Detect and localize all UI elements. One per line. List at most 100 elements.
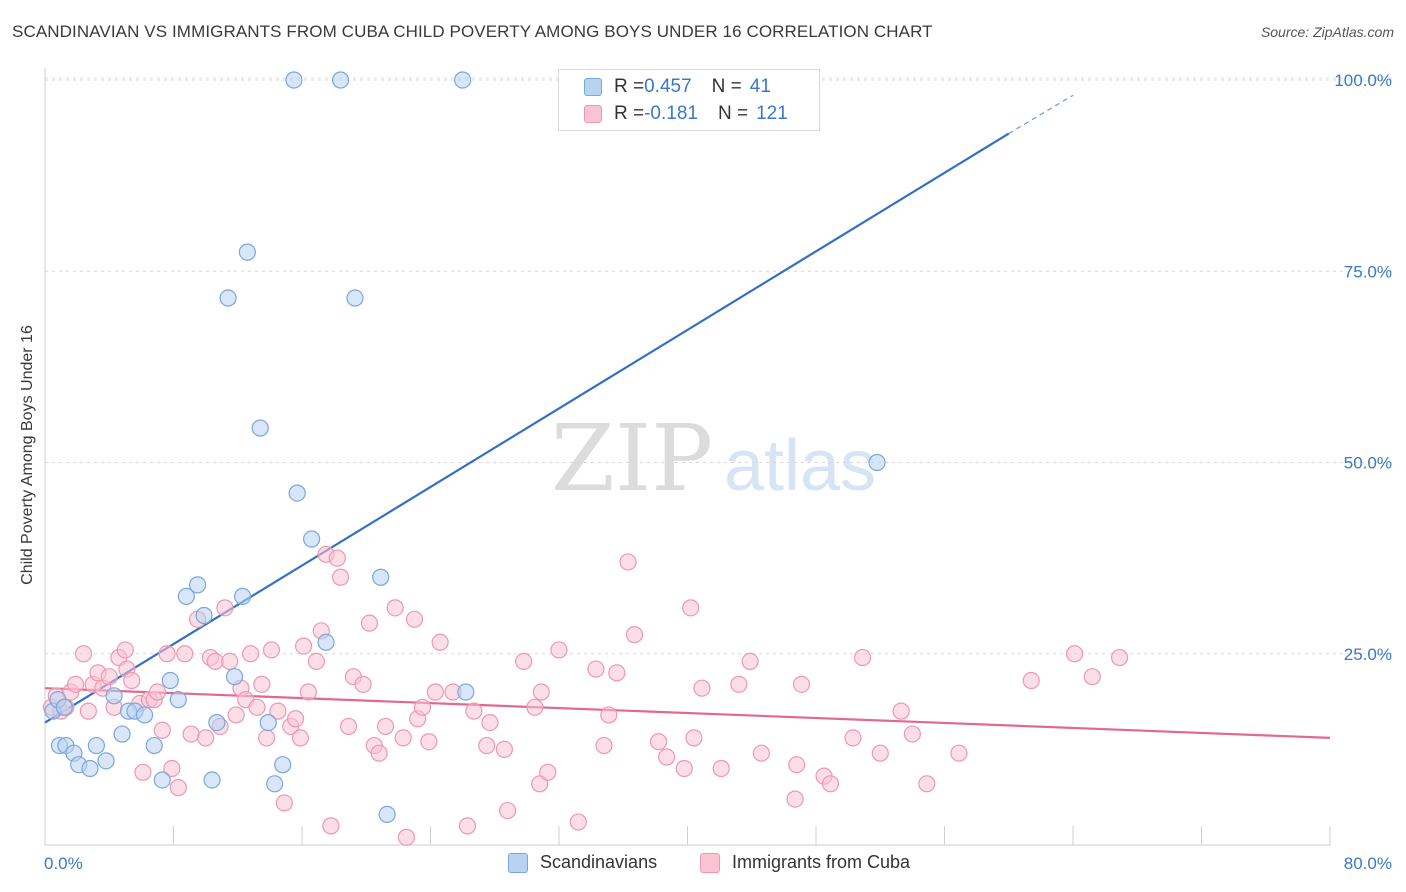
tick-labels: 25.0% 50.0% 75.0% 100.0% 0.0% 80.0%: [44, 71, 1392, 873]
trend-line-scandinavians-extension: [1008, 94, 1074, 135]
point-cuba: [100, 668, 118, 686]
point-cuba: [291, 729, 309, 747]
point-scandinavian: [87, 736, 106, 755]
point-cuba: [307, 652, 326, 671]
point-scandinavian: [331, 71, 350, 89]
point-cuba: [339, 717, 358, 736]
point-cuba: [1066, 645, 1084, 663]
point-cuba: [1110, 648, 1129, 667]
point-cuba: [682, 599, 700, 617]
point-scandinavian: [177, 587, 195, 605]
legend-item-scandinavians[interactable]: Scandinavians: [508, 852, 657, 873]
point-cuba: [158, 645, 176, 663]
point-cuba: [79, 702, 97, 720]
point-cuba: [752, 744, 770, 762]
point-scandinavian: [161, 671, 179, 690]
point-cuba: [478, 736, 496, 755]
point-cuba: [269, 702, 287, 720]
point-cuba: [550, 641, 568, 659]
point-cuba: [286, 710, 305, 728]
point-scandinavian: [378, 805, 396, 824]
point-scandinavian: [195, 606, 213, 625]
legend-swatch-pink: [584, 105, 602, 123]
point-cuba: [134, 763, 152, 781]
legend-r-label: R =: [614, 76, 645, 97]
point-cuba: [871, 744, 889, 762]
series-legend: Scandinavians Immigrants from Cuba: [0, 852, 1406, 876]
point-cuba: [649, 733, 668, 751]
point-cuba: [354, 675, 372, 693]
point-cuba: [918, 775, 936, 793]
point-cuba: [788, 756, 806, 774]
x-tick-label: 80.0%: [1344, 854, 1392, 873]
point-cuba: [495, 740, 513, 758]
legend-r-label: R =: [614, 103, 645, 124]
point-cuba: [328, 549, 346, 567]
point-scandinavian: [219, 289, 237, 307]
point-cuba: [569, 813, 587, 831]
trend-line-cuba: [44, 687, 1331, 739]
point-cuba: [123, 671, 141, 690]
axes: [44, 68, 1331, 846]
point-cuba: [1022, 671, 1040, 690]
point-cuba: [600, 706, 618, 724]
point-cuba: [426, 683, 444, 701]
point-cuba: [458, 817, 477, 835]
trend-line-scandinavians: [44, 132, 1010, 724]
data-points: [42, 71, 1129, 846]
point-cuba: [262, 641, 281, 659]
point-cuba: [169, 779, 187, 797]
point-cuba: [712, 759, 730, 778]
point-cuba: [420, 733, 438, 751]
point-cuba: [258, 729, 276, 747]
point-cuba: [685, 729, 703, 747]
point-scandinavian: [233, 587, 252, 605]
point-cuba: [741, 652, 759, 671]
point-cuba: [608, 664, 626, 682]
point-cuba: [176, 645, 194, 663]
point-scandinavian: [81, 759, 99, 778]
point-cuba: [821, 775, 840, 793]
point-scandinavian: [259, 713, 277, 732]
watermark: ZIP atlas: [551, 405, 876, 512]
point-scandinavian: [454, 71, 472, 89]
y-tick-label: 100.0%: [1334, 71, 1392, 90]
point-scandinavian: [113, 725, 131, 743]
point-cuba: [275, 794, 293, 812]
point-cuba: [903, 725, 921, 743]
point-cuba: [786, 790, 804, 808]
y-tick-label: 50.0%: [1344, 454, 1392, 473]
point-cuba: [153, 721, 171, 739]
grid-lines: [45, 77, 1392, 655]
point-cuba: [253, 675, 271, 693]
point-cuba: [730, 675, 748, 693]
point-scandinavian: [169, 691, 187, 709]
point-cuba: [481, 713, 499, 732]
point-cuba: [148, 683, 167, 701]
point-scandinavian: [97, 752, 115, 770]
point-scandinavian: [188, 576, 207, 594]
correlation-legend: R = 0.457 N = 41 R = -0.181 N = 121: [558, 69, 820, 131]
point-cuba: [182, 725, 200, 743]
point-cuba: [397, 828, 416, 846]
point-cuba: [853, 648, 872, 667]
legend-n-label: N =: [717, 103, 749, 124]
point-scandinavian: [288, 484, 306, 502]
point-scandinavian: [153, 771, 171, 789]
point-cuba: [892, 702, 910, 720]
y-tick-label: 75.0%: [1344, 262, 1392, 281]
point-scandinavian: [274, 756, 292, 774]
point-cuba: [693, 679, 711, 697]
point-scandinavian: [317, 633, 335, 651]
y-tick-label: 25.0%: [1344, 645, 1392, 664]
point-cuba: [74, 645, 93, 663]
chart-source: Source: ZipAtlas.com: [1260, 24, 1394, 40]
point-cuba: [413, 698, 432, 716]
point-scandinavian: [251, 419, 269, 437]
legend-swatch-scandinavians: [508, 852, 528, 873]
legend-item-cuba[interactable]: Immigrants from Cuba: [700, 852, 910, 873]
point-cuba: [515, 652, 533, 671]
chart-title: SCANDINAVIAN VS IMMIGRANTS FROM CUBA CHI…: [12, 22, 933, 41]
point-cuba: [595, 736, 613, 755]
